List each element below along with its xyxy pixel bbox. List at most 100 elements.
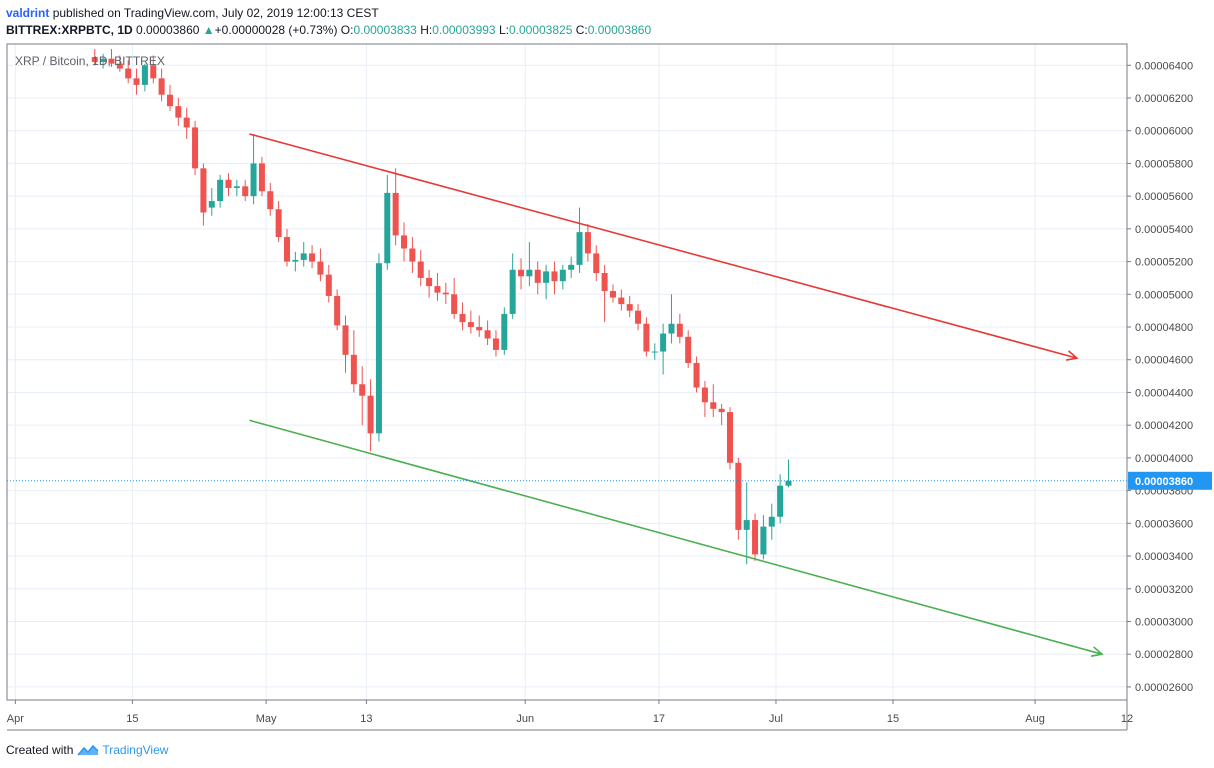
candle — [534, 261, 541, 295]
author-name[interactable]: valdrint — [6, 6, 50, 20]
candle-body — [559, 269, 566, 282]
x-tick-label: 15 — [126, 713, 138, 725]
y-tick-label: 0.00003000 — [1135, 616, 1193, 628]
x-tick-label: 12 — [1121, 713, 1133, 725]
candle — [492, 330, 499, 357]
candle — [609, 284, 616, 303]
candle — [300, 241, 307, 267]
candle — [426, 269, 433, 298]
candle-body — [409, 248, 416, 262]
candle — [242, 179, 249, 202]
candle-body — [785, 480, 792, 486]
candle — [100, 53, 107, 69]
candle — [451, 277, 458, 319]
candle — [576, 207, 583, 274]
y-tick-label: 0.00003600 — [1135, 518, 1193, 530]
candle — [233, 179, 240, 197]
time-axis: Apr 15 May 13 Jun 17 Jul 15 Aug 12 — [7, 700, 1133, 725]
candle-body — [568, 264, 575, 270]
candle-body — [576, 232, 583, 265]
candle-body — [317, 261, 324, 275]
candle — [267, 183, 274, 216]
candle — [618, 289, 625, 311]
candle-body — [359, 384, 366, 396]
price-axis: 0.00006400 0.00006200 0.00006000 0.00005800… — [1127, 60, 1193, 694]
candle — [593, 245, 600, 282]
trendlines — [249, 133, 1104, 657]
support-arrow-icon — [1090, 646, 1104, 657]
x-tick-label: 17 — [653, 713, 665, 725]
candle-body — [484, 330, 491, 339]
candle-body — [752, 520, 759, 555]
candle — [367, 379, 374, 452]
candle-body — [350, 354, 357, 385]
candle — [325, 264, 332, 303]
candle-body — [334, 295, 341, 326]
candle-body — [250, 163, 257, 197]
candle — [283, 228, 291, 267]
candle — [183, 107, 190, 139]
candle-body — [710, 402, 717, 409]
candle — [718, 403, 725, 426]
low-label: L: — [498, 23, 509, 37]
candle-body — [693, 363, 700, 388]
candle — [175, 97, 182, 126]
candle — [526, 241, 533, 287]
candle — [401, 222, 408, 262]
candle-body — [543, 271, 550, 283]
y-tick-label: 0.00002800 — [1135, 649, 1193, 661]
y-tick-label: 0.00004000 — [1135, 453, 1193, 465]
last-price: 0.00003860 — [136, 23, 200, 37]
plot-frame — [6, 43, 1128, 701]
resistance-trendline — [249, 133, 1078, 359]
open-label: O: — [340, 23, 354, 37]
candle-body — [492, 338, 499, 350]
candle-body — [518, 269, 525, 277]
candle — [334, 289, 341, 331]
candle-body — [618, 297, 625, 305]
candle-body — [91, 57, 98, 62]
tradingview-logo-icon — [77, 744, 99, 756]
candle-body — [626, 304, 633, 311]
candle — [568, 256, 575, 278]
y-tick-label: 0.00005200 — [1135, 257, 1193, 269]
y-tick-label: 0.00005600 — [1135, 191, 1193, 203]
candle-body — [217, 179, 224, 202]
candle-body — [459, 313, 466, 323]
candle — [467, 310, 474, 334]
candle-body — [116, 63, 123, 69]
candle-body — [743, 520, 750, 530]
candle-body — [392, 192, 399, 236]
candle — [559, 264, 566, 290]
candle-body — [426, 277, 433, 287]
candle-body — [375, 263, 382, 434]
candle — [459, 302, 466, 331]
candle-body — [609, 291, 616, 298]
last-price-line: 0.00003860 — [7, 471, 1212, 490]
candle — [166, 84, 173, 112]
candle — [543, 264, 550, 300]
candle — [384, 174, 391, 270]
candle-body — [442, 292, 449, 295]
candle-body — [192, 127, 199, 169]
candle-body — [501, 313, 508, 350]
candle-body — [434, 286, 441, 293]
candle — [509, 253, 516, 319]
candle-body — [150, 65, 157, 79]
publish-info: valdrint published on TradingView.com, J… — [6, 5, 379, 21]
y-tick-label: 0.00005400 — [1135, 224, 1193, 236]
candle — [476, 315, 483, 337]
tradingview-brand[interactable]: TradingView — [102, 743, 169, 757]
close-value: 0.00003860 — [587, 23, 652, 37]
candle-body — [601, 273, 608, 292]
candle — [192, 120, 199, 175]
candle — [785, 459, 792, 488]
candle — [626, 295, 633, 318]
created-with-text: Created with — [6, 743, 74, 757]
candle — [133, 68, 140, 95]
candle — [342, 315, 349, 373]
candle — [292, 251, 299, 272]
low-value: 0.00003825 — [508, 23, 573, 37]
candle-body — [300, 253, 307, 260]
